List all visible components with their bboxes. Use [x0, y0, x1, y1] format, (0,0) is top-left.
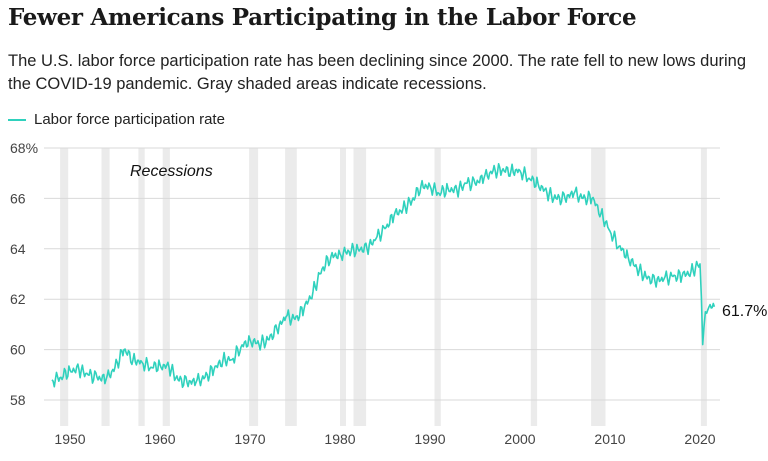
- gridlines: [44, 147, 720, 401]
- legend: Labor force participation rate: [8, 111, 225, 128]
- x-tick-label-1990: 1990: [414, 431, 445, 447]
- y-tick-label-62: 62: [10, 291, 26, 307]
- y-tick-label-66: 66: [10, 190, 26, 206]
- chart-title: Fewer Americans Participating in the Lab…: [8, 4, 637, 31]
- series-lines: [51, 163, 716, 389]
- recessions-annotation: Recessions: [130, 163, 213, 180]
- x-tick-label-1970: 1970: [234, 431, 265, 447]
- x-tick-label-2010: 2010: [594, 431, 625, 447]
- recession-band-11: [700, 148, 707, 426]
- legend-line-swatch: [8, 118, 26, 121]
- recession-band-1: [101, 148, 110, 426]
- x-tick-label-1960: 1960: [144, 431, 175, 447]
- x-tick-label-2000: 2000: [504, 431, 535, 447]
- series-line-0: [51, 163, 716, 389]
- recession-band-2: [138, 148, 145, 426]
- x-tick-label-1980: 1980: [324, 431, 355, 447]
- recession-band-7: [353, 148, 367, 426]
- y-tick-label-68: 68%: [10, 140, 38, 156]
- recession-band-5: [285, 148, 297, 426]
- recession-band-4: [249, 148, 259, 426]
- recession-band-10: [591, 148, 606, 426]
- chart-subtitle: The U.S. labor force participation rate …: [8, 52, 747, 93]
- recession-band-0: [60, 148, 69, 426]
- recession-band-9: [530, 148, 538, 426]
- y-axis-ticks: 58 60 62 64 66 68%: [10, 140, 38, 408]
- x-tick-label-1950: 1950: [54, 431, 85, 447]
- x-tick-label-2020: 2020: [684, 431, 715, 447]
- x-axis-ticks: 1950 1960 1970 1980 1990 2000 2010 2020: [54, 431, 715, 447]
- recession-band-3: [162, 148, 170, 426]
- y-tick-label-58: 58: [10, 392, 26, 408]
- y-tick-label-60: 60: [10, 342, 26, 358]
- y-tick-label-64: 64: [10, 241, 26, 257]
- end-value-label: 61.7%: [722, 303, 767, 320]
- recession-band-6: [340, 148, 346, 426]
- recession-bands: [60, 148, 707, 426]
- recession-band-8: [434, 148, 441, 426]
- legend-label: Labor force participation rate: [34, 111, 225, 128]
